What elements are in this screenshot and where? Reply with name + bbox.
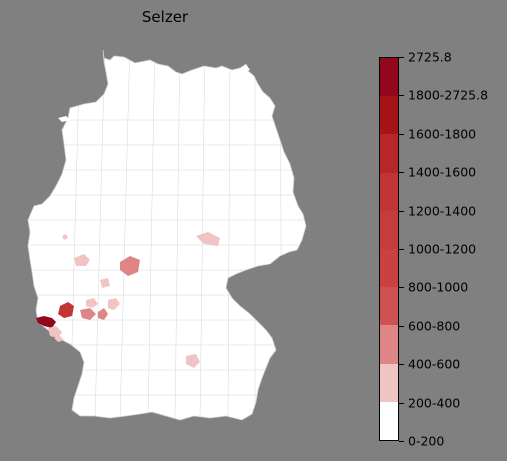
colorbar-tick-label: 0-200 <box>408 433 445 449</box>
colorbar <box>379 57 399 441</box>
colorbar-segment <box>380 134 398 173</box>
colorbar-tick-label: 200-400 <box>408 395 461 411</box>
colorbar-segment <box>380 172 398 211</box>
colorbar-tick-label: 1400-1600 <box>408 164 477 180</box>
colorbar-segment <box>380 248 398 288</box>
colorbar-tick <box>399 210 404 212</box>
district-hessen-light-2 <box>100 278 110 288</box>
colorbar-tick-label: 1200-1400 <box>408 203 477 219</box>
colorbar-tick <box>399 172 404 174</box>
district-hessen-light <box>108 298 120 310</box>
colorbar-tick-label: 1600-1800 <box>408 126 477 142</box>
colorbar-tick <box>399 249 404 250</box>
colorbar-segment <box>380 325 398 364</box>
colorbar-segment <box>380 210 398 249</box>
district-westpfalz-dark <box>36 316 56 328</box>
colorbar-tick <box>399 364 404 366</box>
district-saar-light <box>48 326 62 338</box>
district-rlp-mid <box>80 308 96 320</box>
colorbar-tick-label: 1800-2725.8 <box>408 87 489 103</box>
colorbar-tick <box>399 287 404 289</box>
highlighted-districts <box>36 232 220 368</box>
district-rlp-light-2 <box>86 298 98 308</box>
district-sauerland-light <box>74 254 90 266</box>
colorbar-tick-label: 400-600 <box>408 356 461 372</box>
germany-outline <box>27 49 307 421</box>
colorbar-segment <box>380 287 398 326</box>
district-borders <box>30 50 305 420</box>
island-coast-bits <box>58 64 250 122</box>
colorbar-segment <box>380 401 398 440</box>
colorbar-segment <box>380 363 398 402</box>
colorbar-tick-label: 1000-1200 <box>408 241 477 257</box>
colorbar-tick-label: 600-800 <box>408 318 461 334</box>
district-rlp-light <box>98 308 108 320</box>
colorbar-tick <box>399 441 404 442</box>
colorbar-tick <box>399 133 404 135</box>
district-kassel-mid <box>120 256 140 276</box>
colorbar-segment <box>380 96 398 135</box>
colorbar-tick <box>399 402 404 404</box>
district-pfalz-mid <box>58 302 74 318</box>
colorbar-tick <box>399 325 404 327</box>
colorbar-tick <box>399 57 404 58</box>
colorbar-tick <box>399 95 404 97</box>
colorbar-segment <box>380 57 398 97</box>
district-bayern-light <box>186 354 200 368</box>
district-bw-small <box>54 336 64 342</box>
colorbar-tick-label: 2725.8 <box>408 49 452 65</box>
district-small-red <box>62 234 68 240</box>
district-leipzig-light <box>196 232 220 246</box>
colorbar-tick-label: 800-1000 <box>408 279 469 295</box>
map-title: Selzer <box>141 8 189 26</box>
